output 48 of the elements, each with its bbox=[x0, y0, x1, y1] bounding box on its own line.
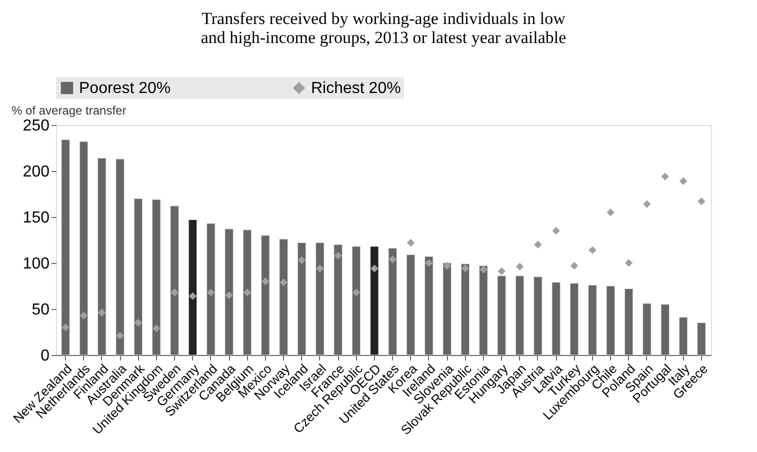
point bbox=[552, 226, 560, 235]
point bbox=[280, 278, 288, 286]
y-tick-label: 250 bbox=[22, 118, 50, 134]
point bbox=[661, 172, 669, 180]
point bbox=[62, 324, 70, 332]
point bbox=[425, 259, 433, 267]
y-tick-label: 50 bbox=[32, 302, 50, 318]
point bbox=[516, 262, 524, 271]
point bbox=[80, 312, 88, 320]
point bbox=[188, 292, 197, 300]
point bbox=[406, 238, 415, 247]
point bbox=[98, 308, 106, 317]
point bbox=[152, 324, 160, 332]
point bbox=[243, 288, 252, 296]
point bbox=[480, 266, 488, 274]
legend-label: Richest 20% bbox=[311, 80, 401, 97]
point bbox=[207, 288, 215, 296]
bar bbox=[188, 220, 198, 356]
point bbox=[334, 252, 342, 260]
point bbox=[262, 278, 270, 286]
point bbox=[225, 291, 233, 300]
point bbox=[498, 267, 506, 276]
y-tick-label: 200 bbox=[22, 164, 50, 180]
point bbox=[606, 208, 614, 216]
y-tick-label: 100 bbox=[22, 256, 50, 272]
point bbox=[698, 197, 706, 206]
point bbox=[388, 255, 396, 264]
point bbox=[298, 256, 306, 264]
point bbox=[170, 288, 178, 296]
point bbox=[316, 264, 324, 272]
point bbox=[134, 318, 142, 327]
point bbox=[352, 288, 360, 296]
legend-label: Poorest 20% bbox=[79, 80, 171, 97]
point bbox=[624, 259, 633, 267]
bar bbox=[370, 246, 379, 356]
point bbox=[679, 177, 688, 185]
y-axis-title: % of average transfer bbox=[12, 104, 126, 118]
point bbox=[534, 240, 542, 248]
point bbox=[461, 264, 470, 272]
point bbox=[588, 246, 596, 254]
chart-title: Transfers received by working-age individuals in low and high-income groups, 2013 or latest year available bbox=[200, 9, 566, 47]
point bbox=[443, 262, 451, 270]
y-tick-label: 150 bbox=[22, 210, 50, 226]
point bbox=[370, 264, 378, 272]
y-tick-label: 0 bbox=[40, 348, 50, 364]
point bbox=[570, 262, 578, 270]
point bbox=[116, 332, 124, 340]
point bbox=[643, 200, 651, 208]
